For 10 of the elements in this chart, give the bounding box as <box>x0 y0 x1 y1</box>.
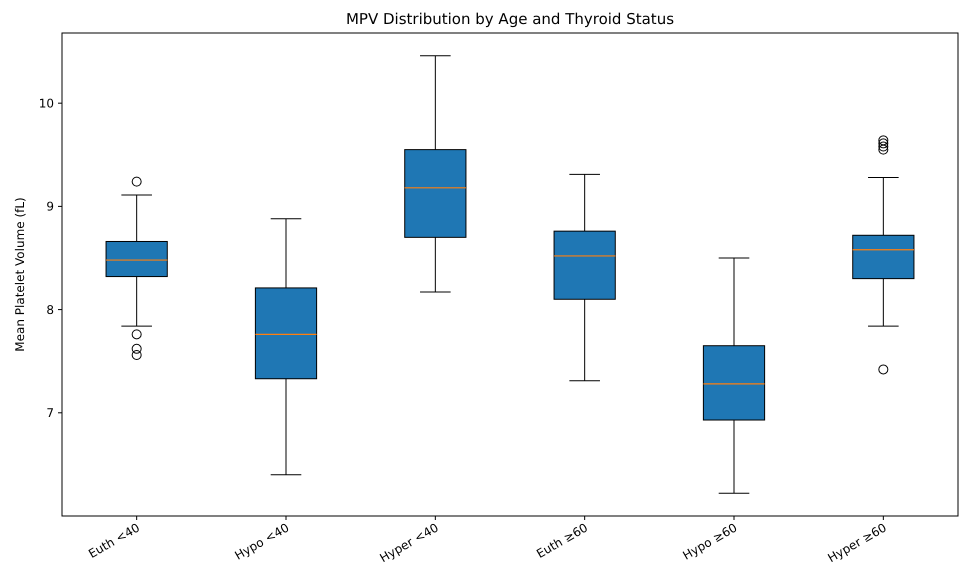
y-tick-label: 8 <box>46 302 54 317</box>
chart-title: MPV Distribution by Age and Thyroid Status <box>346 10 674 28</box>
y-axis-title: Mean Platelet Volume (fL) <box>13 197 27 352</box>
x-tick-label: Hypo ≥60 <box>680 520 740 563</box>
y-tick-label: 10 <box>38 96 54 110</box>
x-tick-label: Euth <40 <box>86 520 142 561</box>
x-tick-label: Hypo <40 <box>232 520 292 563</box>
y-tick-label: 7 <box>46 406 54 420</box>
y-tick-label: 9 <box>46 200 54 214</box>
x-tick-label: Euth ≥60 <box>534 520 590 561</box>
